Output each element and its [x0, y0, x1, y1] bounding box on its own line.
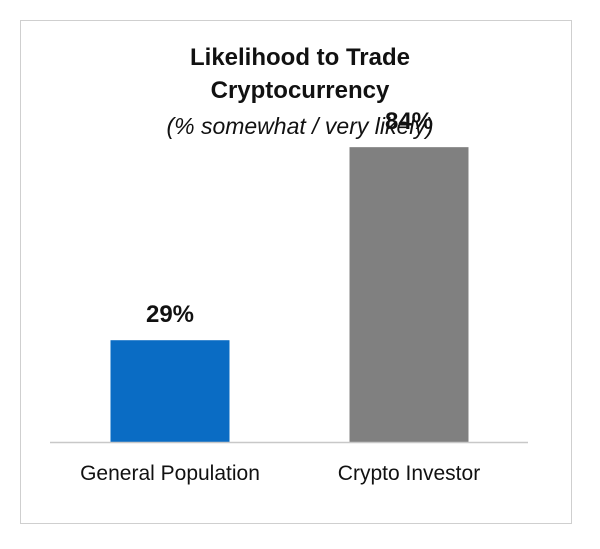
- bar-crypto-investor: [349, 147, 469, 442]
- chart-subtitle: (% somewhat / very likely): [166, 113, 434, 139]
- bar-general-population: [110, 340, 230, 442]
- chart-title-line-2: Cryptocurrency: [210, 77, 390, 104]
- data-label: 29%: [146, 301, 194, 328]
- chart-title-line-1: Likelihood to Trade: [189, 44, 411, 71]
- category-label: General Population: [80, 462, 260, 485]
- data-label: 84%: [385, 108, 433, 135]
- category-label: Crypto Investor: [338, 462, 480, 485]
